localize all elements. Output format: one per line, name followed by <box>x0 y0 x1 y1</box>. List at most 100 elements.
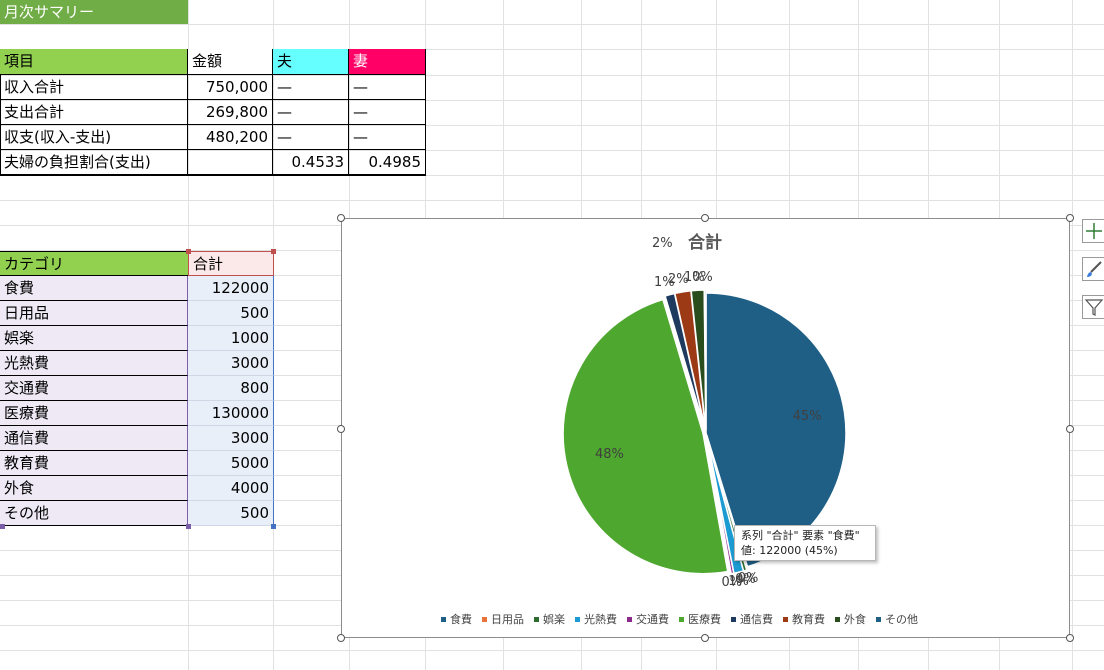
tooltip-series-line: 系列 "合計" 要素 "食費" <box>741 529 860 542</box>
legend-item[interactable]: 娯楽 <box>534 611 565 627</box>
pie-slice-4[interactable] <box>705 435 735 575</box>
legend-swatch <box>627 616 632 622</box>
total-cell[interactable]: 3000 <box>188 426 274 451</box>
category-cell[interactable]: 娯楽 <box>0 326 188 351</box>
summary-header-cell[interactable]: 金額 <box>188 49 273 75</box>
summary-cell[interactable]: 0.4985 <box>349 150 426 175</box>
range-selection-marker[interactable] <box>271 524 276 529</box>
chart-filters-button[interactable] <box>1082 295 1104 319</box>
category-header-cell[interactable]: カテゴリ <box>0 251 188 276</box>
pie-data-label: 1% <box>653 275 675 291</box>
category-cell[interactable]: 食費 <box>0 276 188 301</box>
legend-item[interactable]: 医療費 <box>679 611 721 627</box>
summary-header-cell[interactable]: 夫 <box>273 49 349 75</box>
legend-swatch <box>876 616 881 622</box>
summary-cell[interactable]: — <box>273 125 349 150</box>
legend-swatch <box>575 616 580 622</box>
range-selection-marker[interactable] <box>0 524 5 529</box>
pie-data-label: 1% <box>728 573 749 589</box>
chart-legend[interactable]: 食費 日用品 娯楽 光熱費 交通費 医療費 通信費 教育費 外食 その他 <box>441 611 918 627</box>
legend-item[interactable]: その他 <box>876 611 918 627</box>
total-cell[interactable]: 500 <box>188 501 274 526</box>
legend-label: 娯楽 <box>543 613 565 626</box>
summary-cell[interactable]: — <box>273 75 349 100</box>
range-selection-marker[interactable] <box>271 249 276 254</box>
category-cell[interactable]: 光熱費 <box>0 351 188 376</box>
legend-label: 交通費 <box>636 613 669 626</box>
total-cell[interactable]: 5000 <box>188 451 274 476</box>
range-selection-marker[interactable] <box>186 249 191 254</box>
summary-cell[interactable]: — <box>349 75 426 100</box>
total-cell[interactable]: 1000 <box>188 326 274 351</box>
plus-icon <box>1086 223 1102 239</box>
legend-label: 外食 <box>844 613 866 626</box>
total-header-cell[interactable]: 合計 <box>188 251 274 276</box>
resize-handle-top[interactable] <box>701 214 709 222</box>
legend-item[interactable]: 食費 <box>441 611 472 627</box>
summary-cell[interactable]: 480,200 <box>188 125 273 150</box>
category-cell[interactable]: 日用品 <box>0 301 188 326</box>
category-cell[interactable]: 通信費 <box>0 426 188 451</box>
legend-label: 食費 <box>450 613 472 626</box>
resize-handle-right[interactable] <box>1066 425 1074 433</box>
sheet-title-cell[interactable]: 月次サマリー <box>0 0 188 24</box>
resize-handle-top-right[interactable] <box>1066 214 1074 222</box>
range-selection-marker[interactable] <box>186 524 191 529</box>
summary-cell[interactable]: 0.4533 <box>273 150 349 175</box>
pie-slice-9[interactable] <box>703 289 707 431</box>
summary-cell[interactable] <box>188 150 273 175</box>
summary-cell[interactable]: — <box>273 100 349 125</box>
summary-cell[interactable]: 収支(収入-支出) <box>0 125 188 150</box>
total-cell[interactable]: 3000 <box>188 351 274 376</box>
legend-swatch <box>482 616 487 622</box>
legend-item[interactable]: 日用品 <box>482 611 524 627</box>
category-cell[interactable]: 交通費 <box>0 376 188 401</box>
category-cell[interactable]: 教育費 <box>0 451 188 476</box>
summary-header-cell[interactable]: 項目 <box>0 49 188 75</box>
pie-slice-5[interactable] <box>562 298 729 575</box>
legend-swatch <box>783 616 788 622</box>
chart-title: 合計 <box>688 232 722 252</box>
resize-handle-top-left[interactable] <box>337 214 345 222</box>
legend-item[interactable]: 光熱費 <box>575 611 617 627</box>
chart-elements-button[interactable] <box>1082 219 1104 243</box>
resize-handle-left[interactable] <box>337 425 345 433</box>
resize-handle-bottom[interactable] <box>701 634 709 642</box>
summary-cell[interactable]: 支出合計 <box>0 100 188 125</box>
legend-label: 通信費 <box>740 613 773 626</box>
total-cell[interactable]: 800 <box>188 376 274 401</box>
legend-label: 日用品 <box>491 613 524 626</box>
summary-cell[interactable]: — <box>349 125 426 150</box>
legend-label: その他 <box>885 613 918 626</box>
total-cell[interactable]: 122000 <box>188 276 274 301</box>
pie-data-label: 0% <box>735 572 756 588</box>
pie-data-label: 0% <box>721 575 743 591</box>
total-cell[interactable]: 4000 <box>188 476 274 501</box>
summary-cell[interactable]: 750,000 <box>188 75 273 100</box>
summary-cell[interactable]: 269,800 <box>188 100 273 125</box>
chart-tooltip: 系列 "合計" 要素 "食費" 値: 122000 (45%) <box>734 525 876 561</box>
legend-swatch <box>441 616 446 622</box>
summary-cell[interactable]: 収入合計 <box>0 75 188 100</box>
summary-cell[interactable]: 夫婦の負担割合(支出) <box>0 150 188 175</box>
legend-item[interactable]: 教育費 <box>783 611 825 627</box>
pie-data-label: 45% <box>792 408 822 424</box>
category-cell[interactable]: 医療費 <box>0 401 188 426</box>
total-cell[interactable]: 130000 <box>188 401 274 426</box>
summary-header-cell[interactable]: 妻 <box>349 49 426 75</box>
resize-handle-bottom-right[interactable] <box>1066 634 1074 642</box>
legend-swatch <box>679 616 684 622</box>
legend-swatch <box>534 616 539 622</box>
summary-cell[interactable]: — <box>349 100 426 125</box>
total-cell[interactable]: 500 <box>188 301 274 326</box>
chart-styles-button[interactable] <box>1082 257 1104 281</box>
resize-handle-bottom-left[interactable] <box>337 634 345 642</box>
category-cell[interactable]: 外食 <box>0 476 188 501</box>
legend-item[interactable]: 交通費 <box>627 611 669 627</box>
category-cell[interactable]: その他 <box>0 501 188 526</box>
legend-item[interactable]: 外食 <box>835 611 866 627</box>
legend-swatch <box>731 616 736 622</box>
tooltip-value-line: 値: 122000 (45%) <box>741 544 838 557</box>
stray-data-label: 2% <box>652 236 673 251</box>
legend-item[interactable]: 通信費 <box>731 611 773 627</box>
